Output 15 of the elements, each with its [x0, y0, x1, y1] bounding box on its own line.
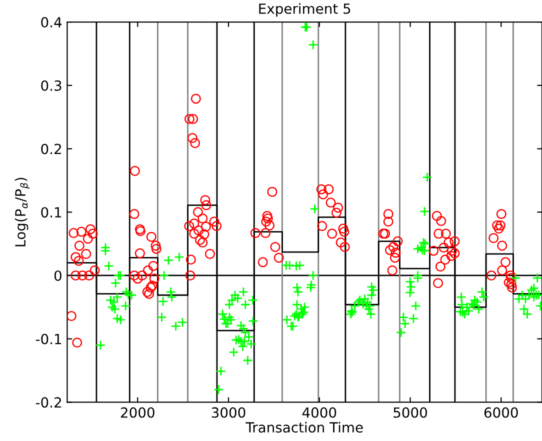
- x-tick-label: 5000: [394, 407, 427, 418]
- x-tick-label: 3000: [212, 407, 246, 418]
- y-tick-label: 0: [54, 270, 62, 281]
- y-tick-label: -0.2: [36, 397, 61, 408]
- y-tick-label: 0.3: [41, 80, 62, 91]
- x-tick-label: 4000: [302, 407, 336, 418]
- x-tick-label: 2000: [120, 407, 154, 418]
- y-tick-label: 0.4: [41, 17, 62, 28]
- y-tick-label: -0.1: [36, 334, 62, 344]
- y-tick-label: 0.2: [41, 144, 61, 154]
- y-tick-label: 0.1: [41, 207, 62, 218]
- x-axis-title: Transaction Time: [246, 422, 363, 433]
- x-tick-label: 6000: [484, 407, 518, 418]
- chart-title: Experiment 5: [259, 3, 350, 17]
- y-axis-title: Log(P$_{α}$/P$_{β}$): [14, 178, 30, 246]
